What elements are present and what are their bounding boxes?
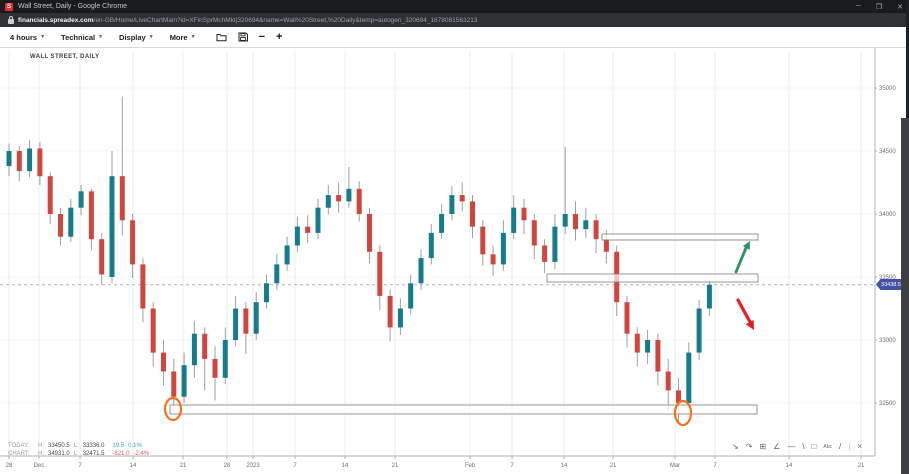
maximize-icon[interactable]: ❐	[875, 3, 883, 11]
low-highlight-circle[interactable]	[673, 399, 693, 427]
svg-text:7: 7	[510, 463, 514, 469]
svg-text:Dec: Dec	[34, 463, 45, 469]
svg-text:21: 21	[180, 463, 187, 469]
today-change-value: 19.5	[112, 443, 125, 449]
drawing-toolbar: ↘ ↷ ⊞ ∠ — \ □ Abc / | ×	[732, 442, 862, 452]
window-title: Wall Street, Daily - Google Chrome	[18, 3, 128, 10]
ray-tool-icon[interactable]: /	[839, 442, 842, 451]
chevron-down-icon: ▼	[98, 34, 104, 40]
svg-text:2023: 2023	[246, 463, 260, 469]
open-folder-icon[interactable]	[216, 32, 227, 42]
chevron-down-icon: ▼	[148, 34, 154, 40]
up-arrow-annotation[interactable]	[734, 241, 750, 274]
down-arrow-annotation[interactable]	[736, 298, 754, 330]
more-menu-label: More	[169, 32, 188, 42]
today-change-pct: 0.1%	[128, 443, 142, 449]
timeframe-menu[interactable]: 4 hours ▼	[10, 33, 45, 42]
svg-text:Feb: Feb	[465, 463, 476, 469]
chevron-down-icon: ▼	[40, 34, 46, 40]
svg-text:21: 21	[392, 463, 399, 469]
stats-overlay: TODAY: H: 33450.5 L: 33336.0 19.5 0.1% C…	[8, 442, 149, 458]
lock-icon	[8, 15, 14, 24]
rectangle-tool-icon[interactable]: □	[811, 442, 817, 451]
site-favicon: S	[5, 2, 13, 11]
today-label: TODAY:	[8, 443, 30, 449]
price-axis-labels: 35000 34500 34000 33500 33000 32500	[875, 86, 896, 407]
close-icon[interactable]: ✕	[897, 3, 903, 11]
freehand-curve-tool-icon[interactable]: ↷	[745, 442, 753, 451]
close-tool-icon[interactable]: ×	[857, 442, 862, 451]
display-menu[interactable]: Display ▼	[119, 33, 154, 42]
chart-region: 35000 34500 34000 33500 33000 32500 28 Dec 7 14 21…	[0, 48, 909, 474]
svg-text:34500: 34500	[879, 149, 896, 155]
svg-text:7: 7	[78, 463, 82, 469]
low-label: L:	[73, 443, 79, 449]
svg-text:14: 14	[130, 463, 137, 469]
svg-text:14: 14	[342, 463, 349, 469]
svg-text:32500: 32500	[879, 401, 896, 407]
current-price-badge: 33438.5	[876, 279, 906, 290]
price-chart[interactable]: 35000 34500 34000 33500 33000 32500 28 Dec 7 14 21…	[0, 48, 909, 474]
chevron-down-icon: ▼	[190, 34, 196, 40]
svg-text:Mar: Mar	[670, 463, 680, 469]
chart-stats-row: CHART: H: 34931.0 L: 32471.5 -821.0 -2.4…	[8, 450, 149, 458]
svg-text:21: 21	[610, 463, 617, 469]
resistance-zone-rectangle[interactable]	[601, 233, 759, 241]
svg-text:28: 28	[224, 463, 231, 469]
instrument-title: WALL STREET, DAILY	[30, 54, 100, 60]
timeframe-menu-label: 4 hours	[10, 32, 38, 42]
zoom-in-button[interactable]: +	[276, 31, 283, 43]
gridlines	[0, 52, 875, 456]
svg-text:35000: 35000	[879, 86, 896, 92]
annotations[interactable]	[163, 233, 759, 427]
svg-text:33500: 33500	[879, 275, 896, 281]
svg-text:7: 7	[293, 463, 297, 469]
low-label: L:	[73, 451, 79, 457]
svg-text:14: 14	[561, 463, 568, 469]
trend-arrow-tool-icon[interactable]: ↘	[732, 442, 739, 451]
toolbar-separator: |	[848, 442, 851, 451]
chart-low-value: 32471.5	[82, 451, 105, 457]
chart-toolbar: 4 hours ▼ Technical ▼ Display ▼ More ▼ −…	[0, 27, 909, 48]
chart-change-pct: -2.4%	[133, 451, 150, 457]
horizontal-line-tool-icon[interactable]: —	[787, 442, 796, 451]
scrollbar-thumb[interactable]	[901, 118, 909, 474]
today-stats-row: TODAY: H: 33450.5 L: 33336.0 19.5 0.1%	[8, 442, 149, 450]
trend-line-tool-icon[interactable]: \	[802, 442, 805, 451]
resistance-zone-rectangle[interactable]	[169, 404, 758, 415]
candles	[6, 96, 712, 422]
url-domain: financials.spreadex.com	[18, 16, 94, 24]
resistance-zone-rectangle[interactable]	[546, 273, 759, 283]
high-label: H:	[38, 451, 44, 457]
grid-tool-icon[interactable]: ⊞	[759, 442, 767, 451]
more-menu[interactable]: More ▼	[170, 33, 196, 42]
date-axis-labels: 28 Dec 7 14 21 28 2023 7 14 21 Feb 7 14 21 Mar 7 14 21	[6, 456, 865, 469]
url-path: /en-GB/Home/LiveChartMain?id=XFinSprMchM…	[93, 16, 478, 24]
address-bar[interactable]: financials.spreadex.com/en-GB/Home/LiveC…	[0, 13, 909, 27]
technical-menu-label: Technical	[61, 32, 96, 42]
today-low-value: 33336.0	[82, 443, 105, 449]
axes-tool-icon[interactable]: ∠	[773, 442, 781, 451]
window-titlebar: S Wall Street, Daily - Google Chrome ─ ❐…	[0, 0, 909, 13]
chart-label: CHART:	[8, 451, 30, 457]
svg-text:7: 7	[713, 463, 717, 469]
display-menu-label: Display	[119, 32, 146, 42]
chart-change-value: -821.0	[112, 451, 130, 457]
text-tool-icon[interactable]: Abc	[823, 444, 833, 450]
chart-high-value: 34931.0	[48, 451, 70, 457]
zoom-out-button[interactable]: −	[258, 31, 265, 43]
today-high-value: 33450.5	[48, 443, 70, 449]
svg-text:34000: 34000	[879, 212, 896, 218]
technical-menu[interactable]: Technical ▼	[61, 33, 103, 42]
high-label: H:	[38, 443, 44, 449]
svg-text:21: 21	[858, 463, 865, 469]
save-icon[interactable]	[238, 32, 248, 42]
svg-text:33000: 33000	[879, 338, 896, 344]
svg-text:14: 14	[786, 463, 793, 469]
svg-text:28: 28	[6, 463, 13, 469]
low-highlight-circle[interactable]	[163, 396, 183, 422]
minimize-icon[interactable]: ─	[855, 3, 861, 10]
